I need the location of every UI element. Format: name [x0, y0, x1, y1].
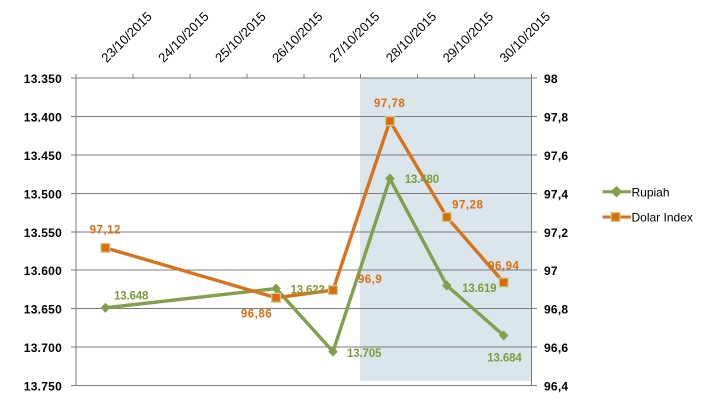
svg-text:13.619: 13.619 — [462, 283, 496, 295]
svg-text:96,9: 96,9 — [358, 274, 382, 286]
svg-text:97: 97 — [544, 264, 558, 278]
svg-text:96,4: 96,4 — [544, 380, 568, 394]
svg-text:13.684: 13.684 — [487, 353, 522, 365]
svg-text:96,8: 96,8 — [544, 303, 568, 317]
svg-text:13.705: 13.705 — [347, 348, 382, 360]
svg-text:97,2: 97,2 — [544, 226, 568, 240]
svg-text:97,78: 97,78 — [374, 98, 405, 110]
svg-text:97,6: 97,6 — [544, 149, 568, 163]
svg-text:Rupiah: Rupiah — [632, 185, 670, 199]
svg-text:13.500: 13.500 — [24, 187, 62, 201]
svg-text:96,86: 96,86 — [241, 309, 272, 321]
svg-text:13.700: 13.700 — [24, 341, 62, 355]
svg-text:13.350: 13.350 — [24, 72, 62, 86]
svg-text:13.750: 13.750 — [24, 380, 62, 394]
svg-text:98: 98 — [544, 72, 558, 86]
svg-text:97,12: 97,12 — [90, 225, 121, 237]
svg-text:96,94: 96,94 — [488, 261, 519, 273]
svg-text:96,6: 96,6 — [544, 341, 568, 355]
svg-text:Dolar Index: Dolar Index — [632, 211, 693, 225]
svg-text:13.650: 13.650 — [24, 303, 62, 317]
svg-text:13.480: 13.480 — [405, 174, 439, 186]
svg-text:13.600: 13.600 — [24, 264, 62, 278]
svg-text:97,28: 97,28 — [452, 199, 483, 211]
svg-text:97,8: 97,8 — [544, 110, 568, 124]
svg-text:13.648: 13.648 — [114, 291, 149, 303]
svg-text:13.400: 13.400 — [24, 110, 62, 124]
svg-text:13.550: 13.550 — [24, 226, 62, 240]
svg-text:13.450: 13.450 — [24, 149, 62, 163]
svg-text:97,4: 97,4 — [544, 187, 568, 201]
svg-text:13.623: 13.623 — [291, 285, 325, 297]
